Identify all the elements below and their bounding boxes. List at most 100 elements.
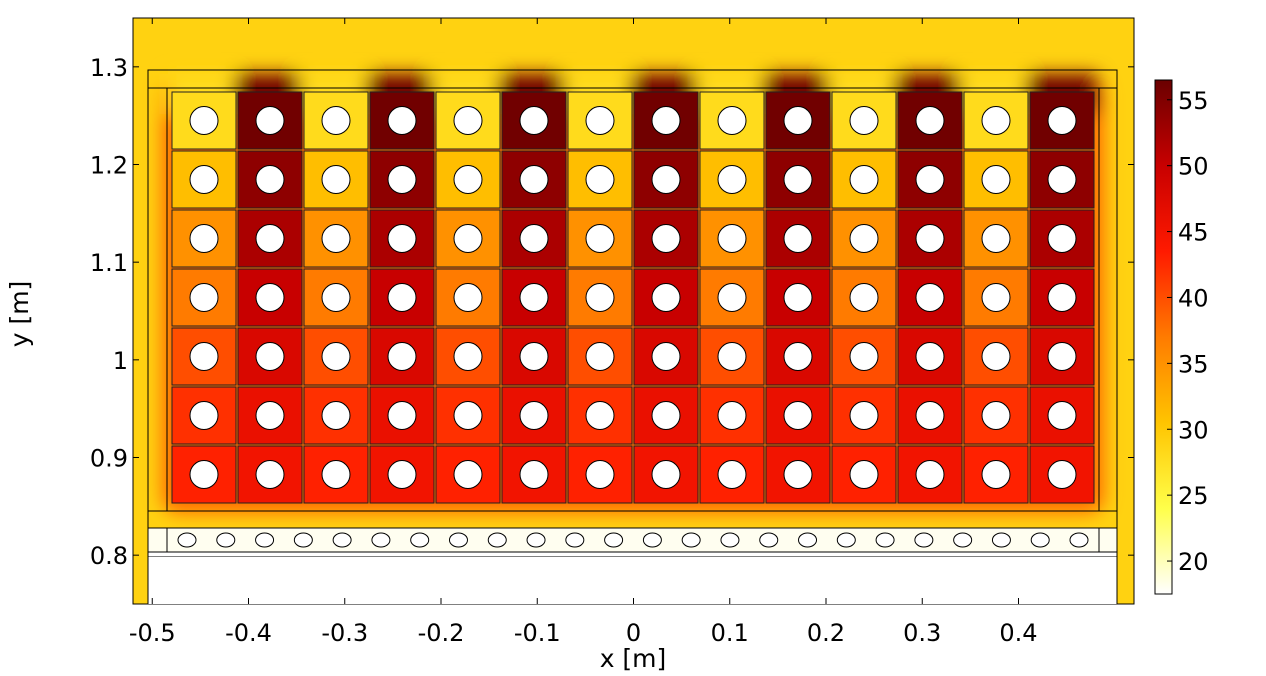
cell-hole — [453, 224, 483, 253]
colorbar-ticks: 20 25 30 35 40 45 50 55 — [1167, 87, 1209, 576]
cell-hole — [783, 283, 813, 312]
battery-cell — [237, 209, 303, 268]
cooling-tube-row — [177, 532, 1089, 548]
battery-cell — [831, 91, 897, 150]
cell-hole — [651, 401, 681, 430]
cell-hole — [849, 106, 879, 135]
cell-hole — [519, 165, 549, 194]
cell-hole — [585, 224, 615, 253]
cell-hole — [651, 224, 681, 253]
y-tick-label: 1.2 — [90, 152, 128, 180]
pack-glow — [162, 78, 1104, 513]
cell-hole — [585, 460, 615, 489]
cooling-tube — [1069, 532, 1089, 548]
cell-hole — [849, 342, 879, 371]
cell-hole — [783, 106, 813, 135]
cooling-tube — [526, 532, 546, 548]
cell-hole — [981, 106, 1011, 135]
x-tick-label: 0.2 — [807, 619, 845, 647]
cell-hole — [189, 106, 219, 135]
cell-hole — [651, 460, 681, 489]
cooling-tube — [332, 532, 352, 548]
colorbar-tick-label: 55 — [1178, 87, 1209, 115]
cell-hole — [255, 106, 285, 135]
cooling-tube — [642, 532, 662, 548]
plot-area — [132, 17, 1135, 605]
cell-hole — [387, 460, 417, 489]
x-tick-label: -0.1 — [514, 619, 561, 647]
cell-hole — [717, 460, 747, 489]
battery-cell — [369, 327, 435, 386]
cell-hole — [189, 283, 219, 312]
cell-hole — [651, 342, 681, 371]
x-tick-label: -0.4 — [225, 619, 272, 647]
x-tick-label: -0.5 — [129, 619, 176, 647]
cell-hole — [915, 342, 945, 371]
cooling-tube — [1030, 532, 1050, 548]
battery-cell — [897, 268, 963, 327]
x-axis: -0.5 -0.4 -0.3 -0.2 -0.1 0 0.1 0.2 0.3 0.4 — [129, 18, 1038, 647]
cell-hole — [915, 106, 945, 135]
cell-hole — [255, 283, 285, 312]
cell-hole — [783, 460, 813, 489]
x-axis-title: x [m] — [600, 644, 667, 673]
cooling-tube — [720, 532, 740, 548]
y-tick-label: 0.9 — [90, 445, 128, 473]
cell-hole — [387, 283, 417, 312]
cooling-tube — [293, 532, 313, 548]
cooling-tube — [487, 532, 507, 548]
cell-hole — [1047, 283, 1077, 312]
cell-hole — [321, 165, 351, 194]
cell-hole — [717, 106, 747, 135]
cell-hole — [321, 106, 351, 135]
cell-hole — [915, 283, 945, 312]
cell-hole — [255, 401, 285, 430]
colorbar-tick-label: 50 — [1178, 153, 1209, 181]
cell-hole — [651, 165, 681, 194]
cell-hole — [189, 165, 219, 194]
cell-hole — [255, 460, 285, 489]
cell-hole — [519, 460, 549, 489]
colorbar: 20 25 30 35 40 45 50 55 — [1154, 79, 1209, 595]
cell-hole — [519, 342, 549, 371]
battery-cell — [303, 268, 369, 327]
cell-hole — [189, 342, 219, 371]
x-tick-label: 0.3 — [903, 619, 941, 647]
y-tick-label: 0.8 — [90, 542, 128, 570]
x-tick-label: -0.3 — [321, 619, 368, 647]
cell-hole — [519, 106, 549, 135]
cooling-tube — [953, 532, 973, 548]
cooling-tube — [991, 532, 1011, 548]
cooling-tube — [371, 532, 391, 548]
cell-hole — [321, 460, 351, 489]
cell-hole — [1047, 106, 1077, 135]
cell-hole — [717, 165, 747, 194]
cell-hole — [255, 165, 285, 194]
cell-hole — [849, 460, 879, 489]
cell-hole — [651, 283, 681, 312]
bottom-plate — [147, 551, 1118, 558]
colorbar-tick-label: 20 — [1178, 548, 1209, 576]
cell-hole — [1047, 460, 1077, 489]
cell-hole — [1047, 401, 1077, 430]
cell-hole — [255, 342, 285, 371]
cell-hole — [189, 460, 219, 489]
battery-cell — [303, 445, 369, 504]
x-tick-label: 0 — [626, 619, 641, 647]
cell-hole — [387, 224, 417, 253]
cell-hole — [387, 165, 417, 194]
heat-glow-layer — [162, 74, 1104, 513]
y-tick-label: 1.3 — [90, 54, 128, 82]
cell-hole — [321, 401, 351, 430]
cell-hole — [783, 401, 813, 430]
colorbar-tick-label: 30 — [1178, 416, 1209, 444]
cell-hole — [981, 460, 1011, 489]
cell-hole — [453, 106, 483, 135]
cell-hole — [453, 460, 483, 489]
cell-hole — [783, 342, 813, 371]
cell-hole — [255, 224, 285, 253]
cell-hole — [453, 342, 483, 371]
cell-hole — [585, 283, 615, 312]
cell-hole — [189, 224, 219, 253]
cell-hole — [321, 283, 351, 312]
